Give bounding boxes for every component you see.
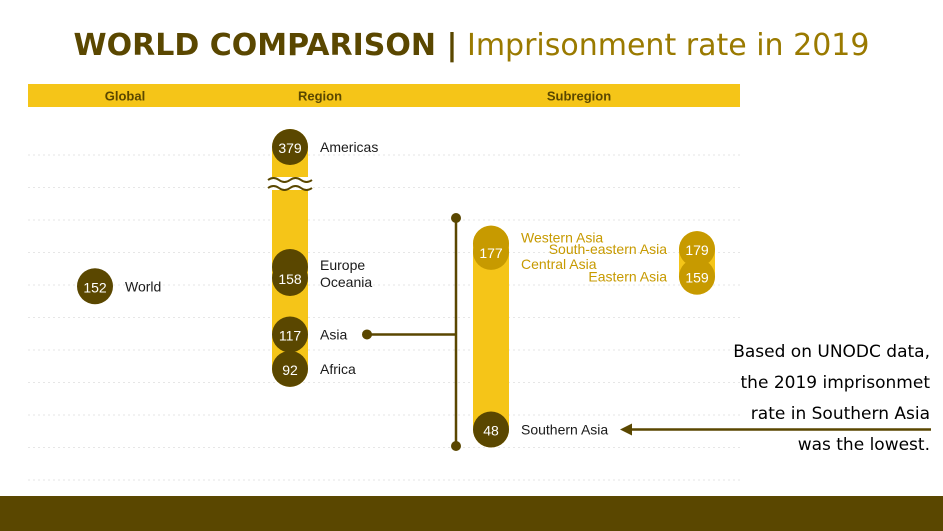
column-header-region: Region [298,89,342,104]
column-header-subregion: Subregion [547,89,611,104]
annotation-note: Based on UNODC data, the 2019 imprisonme… [670,337,930,461]
data-label: Western Asia [521,230,603,246]
data-label: Europe [320,257,365,273]
data-point [272,260,308,296]
data-label: Americas [320,139,378,155]
data-label: Central Asia [521,256,597,272]
axis-break-line [267,185,313,191]
annotation-line-4: was the lowest. [797,435,930,455]
annotation-line-1: Based on UNODC data, [733,342,930,362]
data-label: Africa [320,361,356,377]
data-point [272,316,308,353]
connector-dot [451,441,461,451]
page-title: WORLD COMPARISON | Imprisonment rate in … [0,22,943,70]
data-value-label: 177 [479,245,503,261]
footer-bar [0,496,943,531]
data-point [473,233,509,270]
data-value-label: 152 [83,279,107,295]
annotation-line-3: rate in Southern Asia [750,404,930,424]
data-label: Eastern Asia [588,269,667,285]
data-point [679,231,715,268]
data-point [272,129,308,165]
data-point [473,411,509,448]
range-bar-2 [473,225,509,448]
data-label: South-eastern Asia [549,241,668,257]
annotation-line-2: the 2019 imprisonmet [740,373,930,393]
data-label: Oceania [320,274,372,290]
data-value-label: 179 [685,242,709,258]
data-point [679,258,715,295]
column-header-band [28,84,740,107]
column-header-global: Global [105,89,145,104]
data-label: World [125,278,161,294]
connector-dot [451,213,461,223]
data-point [77,268,113,305]
data-value-label: 379 [278,140,302,156]
annotation-arrow-head [620,423,632,436]
title-bold: WORLD COMPARISON | [73,28,458,63]
data-point [272,350,308,387]
axis-break-line [267,177,313,183]
data-value-label: 158 [278,271,302,287]
title-light: Imprisonment rate in 2019 [466,28,870,63]
data-value-label: 48 [483,422,499,438]
data-value-label: 92 [282,362,298,378]
data-label: Southern Asia [521,421,608,437]
data-value-label: 159 [685,270,709,286]
data-value-label: 117 [279,327,302,343]
data-label: Asia [320,326,347,342]
